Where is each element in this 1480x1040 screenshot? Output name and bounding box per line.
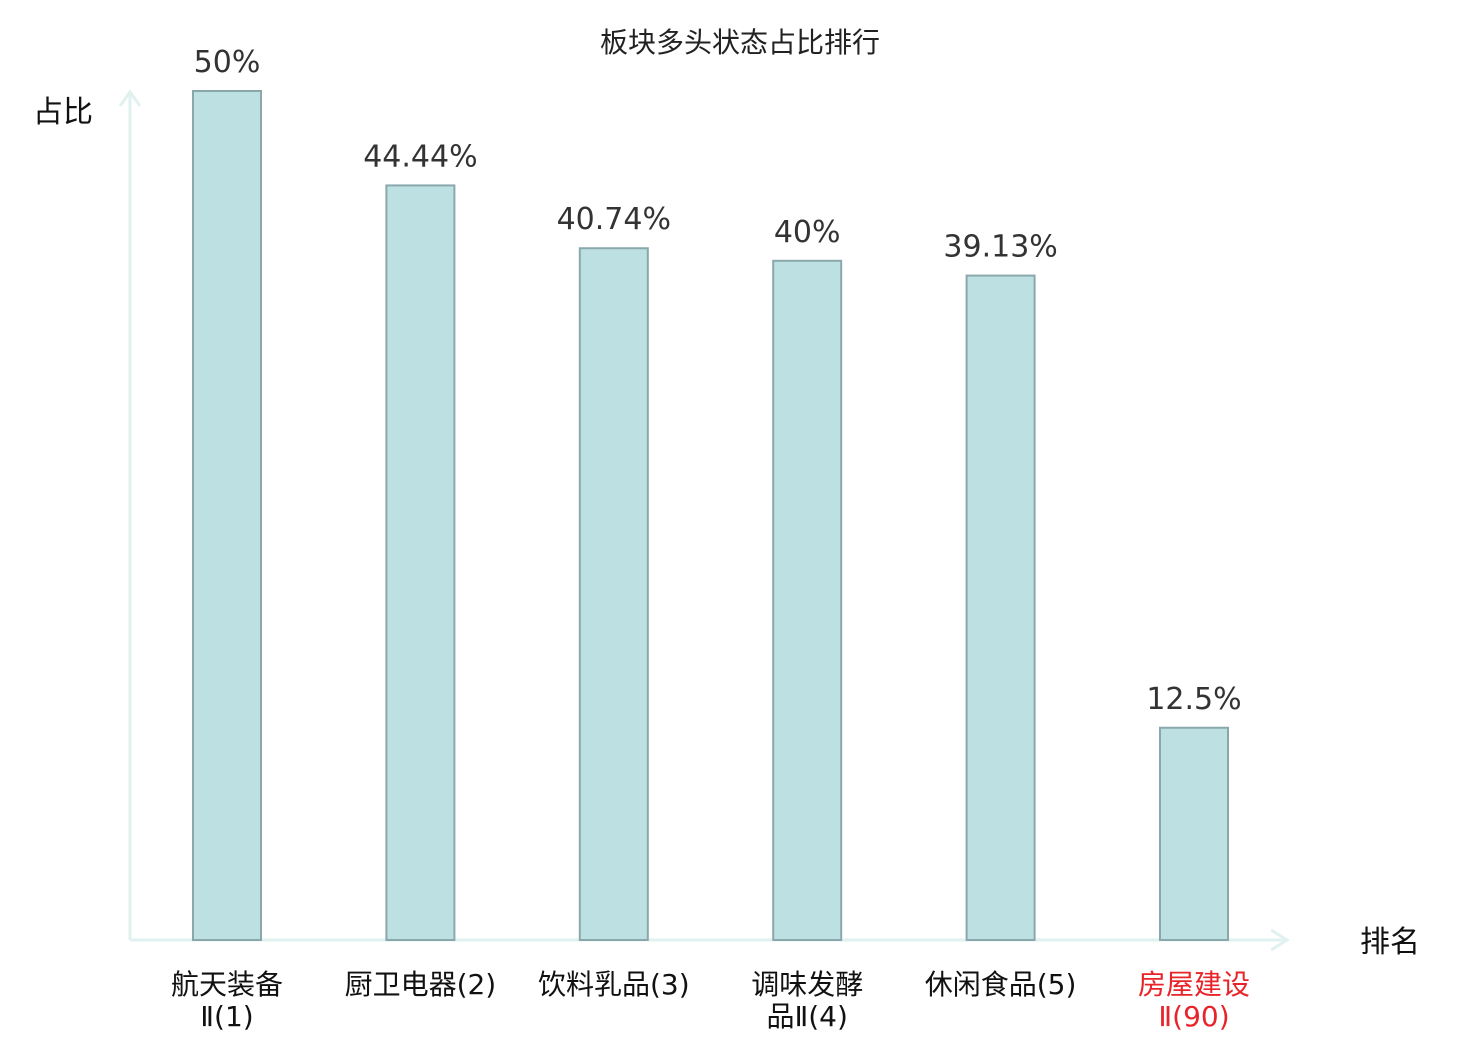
x-tick-label-2: 厨卫电器(2): [345, 968, 497, 1001]
data-label-1: 50%: [194, 45, 261, 80]
bar-6: [1159, 726, 1229, 941]
bar-3: [578, 247, 649, 941]
x-tick-label-4: 调味发酵品Ⅱ(4): [751, 968, 863, 1033]
x-tick-label-3: 饮料乳品(3): [538, 968, 690, 1001]
y-axis: [118, 89, 142, 940]
bar-5: [965, 274, 1036, 942]
bar-4: [772, 259, 843, 941]
bar-1: [192, 90, 262, 941]
category-labels: 航天装备 Ⅱ(1) 厨卫电器(2) 饮料乳品(3) 调味发酵品Ⅱ(4) 休闲食品(5) 房屋…: [171, 968, 1250, 1033]
bar-2: [385, 184, 456, 941]
x-tick-label-5: 休闲食品(5): [925, 968, 1077, 1001]
data-label-2: 44.44%: [363, 139, 477, 174]
value-labels: 50% 44.44% 40.74% 40% 39.13% 12.5%: [194, 45, 1242, 717]
x-tick-label-6: 房屋建设 Ⅱ(90): [1138, 968, 1250, 1033]
data-label-3: 40.74%: [557, 202, 671, 237]
x-axis: [130, 928, 1290, 952]
data-label-4: 40%: [774, 215, 841, 250]
bars: [192, 90, 1229, 942]
chart-title: 板块多头状态占比排行: [600, 26, 880, 59]
data-label-6: 12.5%: [1146, 682, 1241, 717]
x-axis-label: 排名: [1360, 925, 1420, 960]
data-label-5: 39.13%: [943, 230, 1057, 265]
y-axis-label: 占比: [33, 95, 93, 130]
x-tick-label-1: 航天装备 Ⅱ(1): [171, 968, 283, 1033]
